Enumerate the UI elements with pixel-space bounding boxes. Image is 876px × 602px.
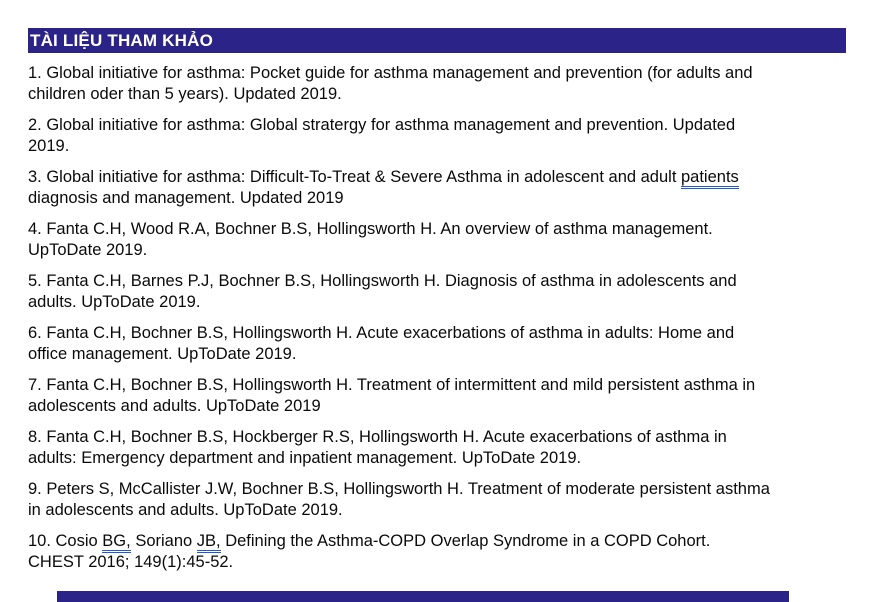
reference-item: 3. Global initiative for asthma: Difficu…	[28, 167, 850, 209]
reference-item: 5. Fanta C.H, Barnes P.J, Bochner B.S, H…	[28, 271, 850, 313]
reference-line: adults: Emergency department and inpatie…	[28, 448, 850, 469]
reference-text: 6. Fanta C.H, Bochner B.S, Hollingsworth…	[28, 324, 735, 342]
reference-line: 3. Global initiative for asthma: Difficu…	[28, 167, 850, 189]
reference-line: adults. UpToDate 2019.	[28, 292, 850, 313]
reference-line: office management. UpToDate 2019.	[28, 344, 850, 365]
reference-text: adolescents and adults. UpToDate 2019	[28, 397, 321, 415]
reference-item: 9. Peters S, McCallister J.W, Bochner B.…	[28, 479, 850, 521]
reference-text: 5. Fanta C.H, Barnes P.J, Bochner B.S, H…	[28, 272, 737, 290]
reference-text: adults. UpToDate 2019.	[28, 293, 201, 311]
reference-item: 4. Fanta C.H, Wood R.A, Bochner B.S, Hol…	[28, 219, 850, 261]
reference-text: 10. Cosio	[28, 532, 103, 550]
reference-line: 9. Peters S, McCallister J.W, Bochner B.…	[28, 479, 850, 500]
reference-line: CHEST 2016; 149(1):45-52.	[28, 552, 850, 573]
reference-text: CHEST 2016; 149(1):45-52.	[28, 553, 234, 571]
reference-text: 7. Fanta C.H, Bochner B.S, Hollingsworth…	[28, 376, 756, 394]
reference-text: diagnosis and management. Updated 2019	[28, 189, 344, 207]
reference-text: 9. Peters S, McCallister J.W, Bochner B.…	[28, 480, 770, 498]
reference-line: diagnosis and management. Updated 2019	[28, 188, 850, 209]
reference-line: adolescents and adults. UpToDate 2019	[28, 396, 850, 417]
grammar-flagged-text: patients	[681, 168, 739, 189]
reference-line: 4. Fanta C.H, Wood R.A, Bochner B.S, Hol…	[28, 219, 850, 240]
reference-line: 1. Global initiative for asthma: Pocket …	[28, 63, 850, 84]
reference-line: children oder than 5 years). Updated 201…	[28, 84, 850, 105]
reference-text: 2. Global initiative for asthma: Global …	[28, 116, 736, 134]
reference-text: Soriano	[130, 532, 197, 550]
reference-text: 2019.	[28, 137, 70, 155]
reference-item: 1. Global initiative for asthma: Pocket …	[28, 63, 850, 105]
reference-line: 2019.	[28, 136, 850, 157]
section-title: TÀI LIỆU THAM KHẢO	[30, 30, 214, 50]
reference-text: 4. Fanta C.H, Wood R.A, Bochner B.S, Hol…	[28, 220, 713, 238]
reference-line: in adolescents and adults. UpToDate 2019…	[28, 500, 850, 521]
reference-line: 10. Cosio BG, Soriano JB, Defining the A…	[28, 531, 850, 553]
reference-item: 8. Fanta C.H, Bochner B.S, Hockberger R.…	[28, 427, 850, 469]
reference-line: 8. Fanta C.H, Bochner B.S, Hockberger R.…	[28, 427, 850, 448]
reference-text: children oder than 5 years). Updated 201…	[28, 85, 342, 103]
reference-text: 8. Fanta C.H, Bochner B.S, Hockberger R.…	[28, 428, 727, 446]
reference-text: Defining the Asthma-COPD Overlap Syndrom…	[220, 532, 711, 550]
reference-text: UpToDate 2019.	[28, 241, 148, 259]
section-title-bar: TÀI LIỆU THAM KHẢO	[28, 28, 846, 53]
reference-item: 2. Global initiative for asthma: Global …	[28, 115, 850, 157]
reference-line: 7. Fanta C.H, Bochner B.S, Hollingsworth…	[28, 375, 850, 396]
grammar-flagged-text: BG,	[102, 532, 131, 553]
reference-line: 5. Fanta C.H, Barnes P.J, Bochner B.S, H…	[28, 271, 850, 292]
reference-text: 1. Global initiative for asthma: Pocket …	[28, 64, 753, 82]
grammar-flagged-text: JB,	[196, 532, 221, 553]
reference-text: 3. Global initiative for asthma: Difficu…	[28, 168, 681, 186]
next-section-bar-partial	[57, 591, 789, 602]
reference-item: 7. Fanta C.H, Bochner B.S, Hollingsworth…	[28, 375, 850, 417]
references-list: 1. Global initiative for asthma: Pocket …	[28, 63, 850, 583]
reference-text: in adolescents and adults. UpToDate 2019…	[28, 501, 343, 519]
reference-line: 2. Global initiative for asthma: Global …	[28, 115, 850, 136]
reference-item: 6. Fanta C.H, Bochner B.S, Hollingsworth…	[28, 323, 850, 365]
reference-text: adults: Emergency department and inpatie…	[28, 449, 582, 467]
reference-line: UpToDate 2019.	[28, 240, 850, 261]
reference-line: 6. Fanta C.H, Bochner B.S, Hollingsworth…	[28, 323, 850, 344]
reference-item: 10. Cosio BG, Soriano JB, Defining the A…	[28, 531, 850, 573]
reference-text: office management. UpToDate 2019.	[28, 345, 297, 363]
